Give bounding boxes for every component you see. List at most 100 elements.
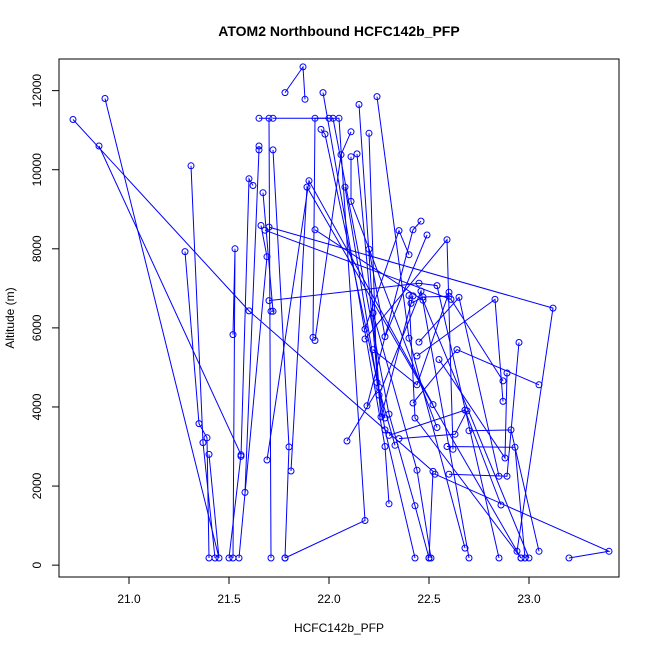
series-line-41: [264, 229, 504, 382]
data-point: [373, 379, 381, 386]
data-point: [311, 226, 319, 234]
data-point: [495, 472, 503, 480]
y-tick-label: 10000: [30, 153, 44, 187]
data-point: [413, 466, 421, 474]
chart-title: ATOM2 Northbound HCFC142b_PFP: [218, 23, 459, 39]
data-point: [381, 333, 389, 341]
data-point: [195, 420, 203, 428]
data-point: [311, 114, 319, 122]
series-line-31: [366, 220, 422, 406]
series-line-40: [268, 282, 500, 559]
data-point: [451, 430, 459, 438]
series-line-13: [266, 179, 434, 461]
data-point: [413, 381, 421, 389]
x-axis: 21.0 21.5 22.0 22.5 23.0: [117, 576, 541, 606]
data-point: [263, 253, 271, 261]
data-point: [265, 297, 273, 305]
data-point: [281, 89, 289, 97]
data-point: [381, 443, 389, 450]
data-point: [415, 338, 423, 346]
data-point: [341, 183, 349, 191]
data-point: [245, 307, 253, 315]
series-line-38: [412, 348, 540, 404]
series-line-34: [372, 292, 450, 386]
data-point: [369, 309, 377, 317]
data-point: [355, 101, 363, 108]
data-point: [455, 293, 463, 301]
data-point: [419, 296, 427, 304]
data-point: [281, 554, 289, 562]
data-point: [215, 554, 223, 562]
series-line-49: [446, 446, 526, 559]
series-line-19: [322, 92, 390, 504]
data-point: [549, 304, 557, 312]
data-point: [501, 454, 509, 462]
data-point: [211, 554, 219, 562]
data-point: [385, 500, 393, 508]
series-line-32: [368, 234, 428, 339]
data-point: [255, 142, 263, 150]
data-point: [391, 441, 399, 449]
data-point: [431, 470, 439, 478]
data-point: [413, 352, 421, 360]
data-point: [535, 547, 543, 555]
data-point: [265, 114, 273, 122]
series-line-30: [364, 229, 410, 330]
data-point: [499, 377, 507, 385]
data-point: [255, 114, 263, 122]
data-point: [347, 153, 355, 161]
data-point: [263, 456, 271, 464]
data-point: [363, 402, 371, 410]
series-line-3: [104, 98, 220, 559]
data-point: [249, 182, 257, 189]
data-point: [361, 325, 369, 333]
data-point: [411, 554, 419, 562]
y-tick-label: 2000: [30, 472, 44, 499]
series-line-18: [320, 129, 386, 419]
data-point: [435, 356, 443, 363]
data-point: [515, 339, 523, 346]
data-point: [525, 554, 533, 562]
data-point: [95, 142, 103, 150]
data-point: [503, 472, 511, 480]
data-point: [453, 346, 461, 354]
data-point: [433, 424, 441, 431]
data-point: [303, 183, 311, 191]
data-point: [417, 287, 425, 295]
y-tick-label: 4000: [30, 393, 44, 420]
x-tick-label: 22.5: [417, 592, 441, 606]
y-tick-label: 6000: [30, 314, 44, 341]
y-tick-label: 0: [30, 561, 44, 568]
data-point: [269, 307, 277, 315]
plot-area: [69, 63, 613, 562]
data-point: [405, 251, 413, 259]
data-point: [285, 443, 293, 451]
series-line-48: [468, 429, 540, 552]
data-point: [461, 406, 469, 414]
data-point: [241, 488, 249, 496]
data-point: [205, 450, 213, 458]
data-point: [231, 245, 239, 253]
series-line-27: [368, 133, 396, 446]
data-point: [257, 222, 265, 229]
series-line-43: [388, 409, 502, 506]
series-line-7: [240, 177, 254, 457]
data-point: [499, 397, 507, 405]
data-point: [405, 292, 413, 299]
data-point: [321, 130, 329, 138]
data-point: [433, 282, 441, 290]
data-point: [299, 63, 307, 71]
data-point: [343, 437, 351, 445]
data-point: [411, 502, 419, 510]
series-line-33: [364, 238, 454, 450]
data-point: [181, 248, 189, 256]
series-line-5: [190, 165, 216, 559]
series-line-16: [312, 117, 329, 338]
data-point: [101, 95, 109, 102]
data-point: [385, 410, 393, 418]
data-point: [535, 381, 543, 389]
data-point: [361, 335, 369, 343]
data-point: [497, 501, 505, 509]
data-point: [301, 95, 309, 103]
data-point: [411, 414, 419, 422]
